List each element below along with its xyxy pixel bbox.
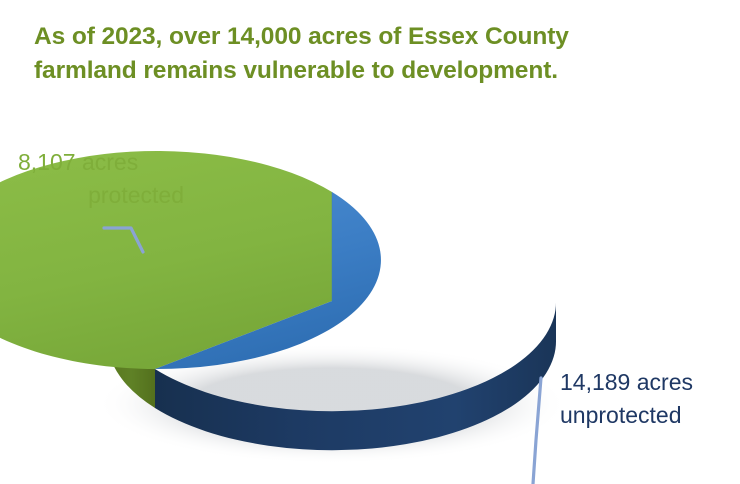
label-unprotected-value: 14,189 acres [560,369,693,395]
pie-shadow [96,344,568,464]
leader-line-protected [102,226,145,254]
pie-side-blue [155,301,557,451]
label-protected-value: 8,107 acres [18,149,139,175]
label-protected: 8,107 acres protected [14,146,196,211]
pie-slice-protected [0,151,332,369]
label-protected-caption: protected [88,181,184,208]
pie-slice-unprotected [155,192,381,370]
chart-title-line-1: As of 2023, over 14,000 acres of Essex C… [34,23,569,50]
label-unprotected-caption: unprotected [560,401,682,428]
chart-title-line-2: farmland remains vulnerable to developme… [34,56,558,84]
leader-line-unprotected [531,376,543,484]
label-unprotected: 14,189 acres unprotected [560,366,693,431]
chart-title: As of 2023, over 14,000 acres of Essex C… [34,20,674,88]
